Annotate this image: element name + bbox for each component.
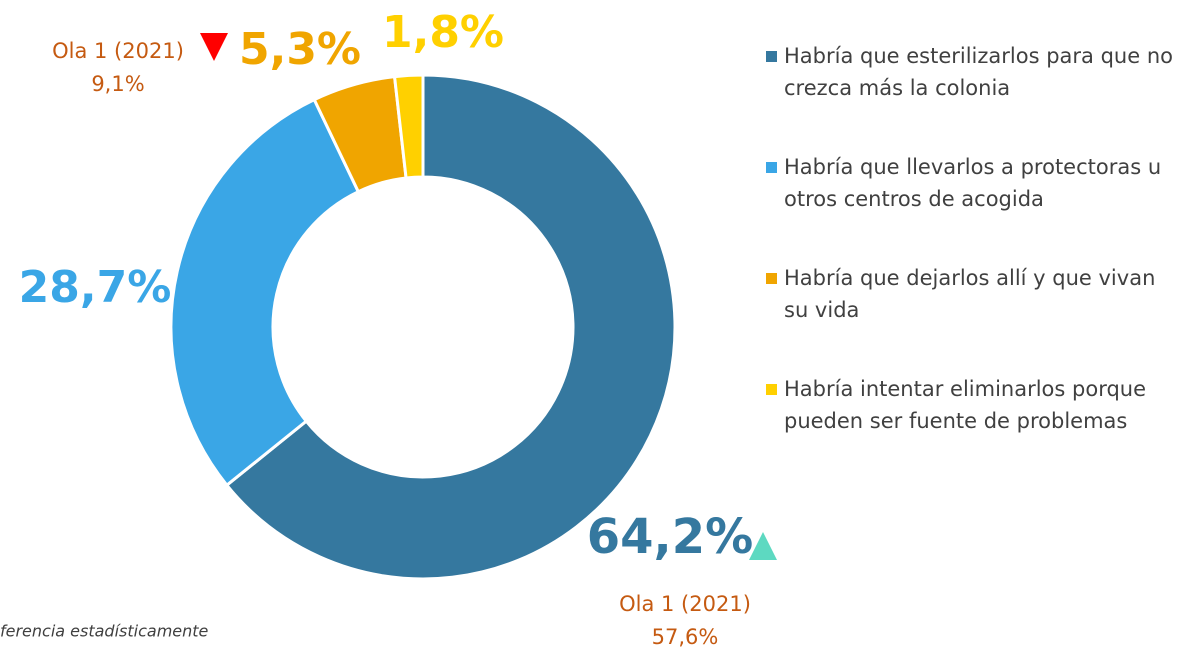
legend-item: Habría intentar eliminarlos porque puede… — [766, 373, 1176, 437]
legend-label: Habría que esterilizarlos para que no cr… — [784, 44, 1173, 100]
footnote: ferencia estadísticamente — [0, 622, 209, 641]
legend-swatch — [766, 162, 777, 173]
legend-swatch — [766, 273, 777, 284]
value-label: 1,8% — [382, 7, 504, 58]
annotation-value: 57,6% — [652, 625, 719, 649]
trend-marker — [200, 33, 228, 61]
trend-marker — [749, 532, 777, 560]
legend: Habría que esterilizarlos para que no cr… — [766, 40, 1176, 484]
annotation-text: Ola 1 (2021) — [52, 39, 184, 63]
legend-item: Habría que dejarlos allí y que vivan su … — [766, 262, 1176, 326]
legend-label: Habría que llevarlos a protectoras u otr… — [784, 155, 1162, 211]
value-label: 28,7% — [19, 262, 172, 313]
value-label: 64,2% — [587, 509, 754, 565]
legend-swatch — [766, 384, 777, 395]
legend-swatch — [766, 51, 777, 62]
legend-label: Habría que dejarlos allí y que vivan su … — [784, 266, 1156, 322]
value-label: 5,3% — [239, 24, 361, 75]
donut-segment — [392, 73, 425, 180]
legend-label: Habría intentar eliminarlos porque puede… — [784, 377, 1147, 433]
legend-item: Habría que llevarlos a protectoras u otr… — [766, 151, 1176, 215]
donut-segment — [224, 73, 677, 581]
donut-segment — [169, 97, 361, 488]
legend-item: Habría que esterilizarlos para que no cr… — [766, 40, 1176, 104]
annotation-value: 9,1% — [91, 72, 144, 96]
annotation-text: Ola 1 (2021) — [619, 592, 751, 616]
